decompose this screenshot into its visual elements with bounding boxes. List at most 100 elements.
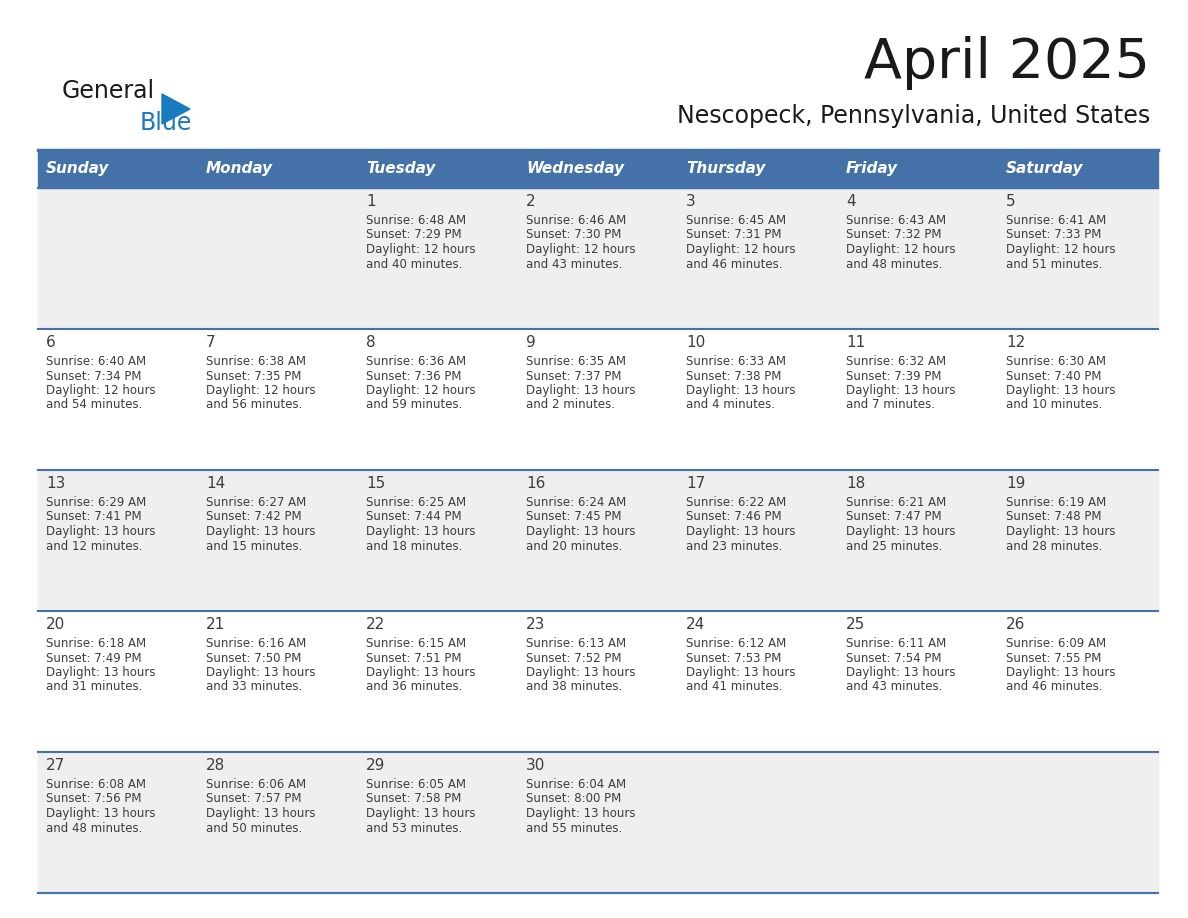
Text: Daylight: 13 hours: Daylight: 13 hours [366, 807, 475, 820]
Text: Sunset: 7:54 PM: Sunset: 7:54 PM [846, 652, 942, 665]
Text: Sunset: 7:30 PM: Sunset: 7:30 PM [526, 229, 621, 241]
Text: and 48 minutes.: and 48 minutes. [846, 258, 942, 271]
Text: Sunrise: 6:30 AM: Sunrise: 6:30 AM [1006, 355, 1106, 368]
Text: 7: 7 [206, 335, 216, 350]
Text: Sunset: 7:55 PM: Sunset: 7:55 PM [1006, 652, 1101, 665]
Text: Sunrise: 6:40 AM: Sunrise: 6:40 AM [46, 355, 146, 368]
Text: and 10 minutes.: and 10 minutes. [1006, 398, 1102, 411]
Text: Daylight: 12 hours: Daylight: 12 hours [366, 243, 475, 256]
Text: Sunrise: 6:41 AM: Sunrise: 6:41 AM [1006, 214, 1106, 227]
Text: 6: 6 [46, 335, 56, 350]
Text: Sunrise: 6:29 AM: Sunrise: 6:29 AM [46, 496, 146, 509]
Text: Sunset: 7:39 PM: Sunset: 7:39 PM [846, 370, 942, 383]
Text: Daylight: 13 hours: Daylight: 13 hours [526, 666, 636, 679]
Text: 4: 4 [846, 194, 855, 209]
Text: and 38 minutes.: and 38 minutes. [526, 680, 623, 693]
Text: Daylight: 13 hours: Daylight: 13 hours [685, 666, 796, 679]
Text: Sunrise: 6:21 AM: Sunrise: 6:21 AM [846, 496, 947, 509]
Text: Daylight: 13 hours: Daylight: 13 hours [206, 525, 316, 538]
Text: Tuesday: Tuesday [366, 162, 435, 176]
Text: and 18 minutes.: and 18 minutes. [366, 540, 462, 553]
Text: Sunrise: 6:18 AM: Sunrise: 6:18 AM [46, 637, 146, 650]
Text: 24: 24 [685, 617, 706, 632]
Text: Sunset: 7:56 PM: Sunset: 7:56 PM [46, 792, 141, 805]
Text: and 53 minutes.: and 53 minutes. [366, 822, 462, 834]
Text: 12: 12 [1006, 335, 1025, 350]
Text: Sunrise: 6:33 AM: Sunrise: 6:33 AM [685, 355, 786, 368]
Text: 27: 27 [46, 758, 65, 773]
Text: Daylight: 12 hours: Daylight: 12 hours [685, 243, 796, 256]
Text: 3: 3 [685, 194, 696, 209]
Text: Daylight: 13 hours: Daylight: 13 hours [1006, 384, 1116, 397]
Text: Sunrise: 6:04 AM: Sunrise: 6:04 AM [526, 778, 626, 791]
Text: and 48 minutes.: and 48 minutes. [46, 822, 143, 834]
Text: Daylight: 13 hours: Daylight: 13 hours [846, 666, 955, 679]
Text: Daylight: 13 hours: Daylight: 13 hours [206, 807, 316, 820]
Text: Saturday: Saturday [1006, 162, 1083, 176]
Text: Daylight: 13 hours: Daylight: 13 hours [206, 666, 316, 679]
Text: 8: 8 [366, 335, 375, 350]
Text: 14: 14 [206, 476, 226, 491]
Text: Sunset: 7:51 PM: Sunset: 7:51 PM [366, 652, 461, 665]
Text: Daylight: 13 hours: Daylight: 13 hours [46, 666, 156, 679]
Text: Sunset: 7:47 PM: Sunset: 7:47 PM [846, 510, 942, 523]
Text: Sunset: 7:46 PM: Sunset: 7:46 PM [685, 510, 782, 523]
Text: and 56 minutes.: and 56 minutes. [206, 398, 303, 411]
Text: 15: 15 [366, 476, 385, 491]
Text: Sunrise: 6:22 AM: Sunrise: 6:22 AM [685, 496, 786, 509]
Text: Sunset: 7:49 PM: Sunset: 7:49 PM [46, 652, 141, 665]
Text: Sunrise: 6:12 AM: Sunrise: 6:12 AM [685, 637, 786, 650]
Text: Sunset: 7:29 PM: Sunset: 7:29 PM [366, 229, 462, 241]
Text: 17: 17 [685, 476, 706, 491]
Text: and 20 minutes.: and 20 minutes. [526, 540, 623, 553]
Text: Daylight: 12 hours: Daylight: 12 hours [526, 243, 636, 256]
Text: April 2025: April 2025 [864, 36, 1150, 90]
Text: and 2 minutes.: and 2 minutes. [526, 398, 615, 411]
Text: Monday: Monday [206, 162, 273, 176]
Text: Sunrise: 6:43 AM: Sunrise: 6:43 AM [846, 214, 946, 227]
Text: Sunset: 7:45 PM: Sunset: 7:45 PM [526, 510, 621, 523]
Text: and 36 minutes.: and 36 minutes. [366, 680, 462, 693]
Text: Sunset: 7:32 PM: Sunset: 7:32 PM [846, 229, 942, 241]
Text: Sunrise: 6:06 AM: Sunrise: 6:06 AM [206, 778, 307, 791]
Bar [38, 611, 1158, 752]
Text: Blue: Blue [140, 111, 192, 135]
Text: and 41 minutes.: and 41 minutes. [685, 680, 783, 693]
Text: Sunday: Sunday [46, 162, 109, 176]
Text: 21: 21 [206, 617, 226, 632]
Text: Sunrise: 6:15 AM: Sunrise: 6:15 AM [366, 637, 466, 650]
Text: and 15 minutes.: and 15 minutes. [206, 540, 303, 553]
Text: Daylight: 13 hours: Daylight: 13 hours [526, 807, 636, 820]
Text: and 40 minutes.: and 40 minutes. [366, 258, 462, 271]
Text: Daylight: 12 hours: Daylight: 12 hours [1006, 243, 1116, 256]
Text: 25: 25 [846, 617, 865, 632]
Text: and 46 minutes.: and 46 minutes. [685, 258, 783, 271]
Text: 29: 29 [366, 758, 385, 773]
Text: and 59 minutes.: and 59 minutes. [366, 398, 462, 411]
Text: Sunrise: 6:48 AM: Sunrise: 6:48 AM [366, 214, 466, 227]
Text: Sunrise: 6:16 AM: Sunrise: 6:16 AM [206, 637, 307, 650]
Bar [38, 752, 1158, 893]
Text: 20: 20 [46, 617, 65, 632]
Text: Sunset: 7:35 PM: Sunset: 7:35 PM [206, 370, 302, 383]
Text: Daylight: 12 hours: Daylight: 12 hours [366, 384, 475, 397]
Text: Daylight: 13 hours: Daylight: 13 hours [526, 525, 636, 538]
Text: 9: 9 [526, 335, 536, 350]
Bar [38, 470, 1158, 611]
Text: Sunset: 7:48 PM: Sunset: 7:48 PM [1006, 510, 1101, 523]
Text: 18: 18 [846, 476, 865, 491]
Text: and 43 minutes.: and 43 minutes. [526, 258, 623, 271]
Text: Daylight: 13 hours: Daylight: 13 hours [1006, 525, 1116, 538]
Text: Sunrise: 6:24 AM: Sunrise: 6:24 AM [526, 496, 626, 509]
Text: 13: 13 [46, 476, 65, 491]
Text: Sunrise: 6:45 AM: Sunrise: 6:45 AM [685, 214, 786, 227]
Text: Sunset: 7:37 PM: Sunset: 7:37 PM [526, 370, 621, 383]
Text: and 25 minutes.: and 25 minutes. [846, 540, 942, 553]
Text: Wednesday: Wednesday [526, 162, 624, 176]
Text: and 54 minutes.: and 54 minutes. [46, 398, 143, 411]
Text: 16: 16 [526, 476, 545, 491]
Text: Daylight: 12 hours: Daylight: 12 hours [206, 384, 316, 397]
Text: Sunrise: 6:11 AM: Sunrise: 6:11 AM [846, 637, 947, 650]
Text: Daylight: 13 hours: Daylight: 13 hours [46, 525, 156, 538]
Text: Sunrise: 6:46 AM: Sunrise: 6:46 AM [526, 214, 626, 227]
